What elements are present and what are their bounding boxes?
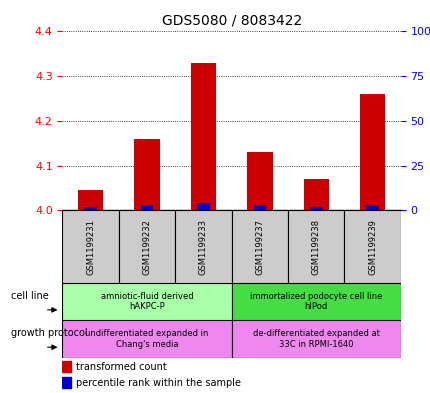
Bar bbox=[62, 377, 71, 388]
Text: growth protocol: growth protocol bbox=[11, 328, 87, 338]
Bar bbox=[119, 210, 175, 283]
Bar bbox=[253, 205, 266, 210]
Title: GDS5080 / 8083422: GDS5080 / 8083422 bbox=[161, 13, 301, 28]
Bar bbox=[62, 320, 231, 358]
Bar bbox=[62, 361, 71, 372]
Bar bbox=[134, 139, 160, 210]
Bar bbox=[309, 207, 322, 210]
Bar bbox=[344, 210, 400, 283]
Bar bbox=[246, 152, 272, 210]
Bar bbox=[366, 205, 378, 210]
Text: percentile rank within the sample: percentile rank within the sample bbox=[76, 378, 240, 388]
Bar bbox=[84, 207, 97, 210]
Bar bbox=[359, 94, 384, 210]
Bar bbox=[175, 210, 231, 283]
Text: amniotic-fluid derived
hAKPC-P: amniotic-fluid derived hAKPC-P bbox=[101, 292, 193, 311]
Bar bbox=[231, 210, 287, 283]
Text: GSM1199233: GSM1199233 bbox=[199, 219, 208, 275]
Text: GSM1199232: GSM1199232 bbox=[142, 219, 151, 275]
Text: transformed count: transformed count bbox=[76, 362, 166, 372]
Bar bbox=[62, 210, 119, 283]
Bar bbox=[231, 283, 400, 320]
Text: GSM1199231: GSM1199231 bbox=[86, 219, 95, 275]
Text: GSM1199237: GSM1199237 bbox=[255, 219, 264, 275]
Bar bbox=[141, 205, 153, 210]
Bar bbox=[231, 320, 400, 358]
Bar bbox=[197, 203, 209, 210]
Bar bbox=[62, 283, 231, 320]
Text: immortalized podocyte cell line
hIPod: immortalized podocyte cell line hIPod bbox=[249, 292, 381, 311]
Text: GSM1199239: GSM1199239 bbox=[367, 219, 376, 275]
Text: GSM1199238: GSM1199238 bbox=[311, 219, 320, 275]
Bar bbox=[287, 210, 344, 283]
Text: de-differentiated expanded at
33C in RPMI-1640: de-differentiated expanded at 33C in RPM… bbox=[252, 329, 379, 349]
Text: undifferentiated expanded in
Chang's media: undifferentiated expanded in Chang's med… bbox=[85, 329, 208, 349]
Bar bbox=[190, 63, 216, 210]
Text: cell line: cell line bbox=[11, 291, 49, 301]
Bar bbox=[78, 190, 103, 210]
Bar bbox=[303, 179, 328, 210]
